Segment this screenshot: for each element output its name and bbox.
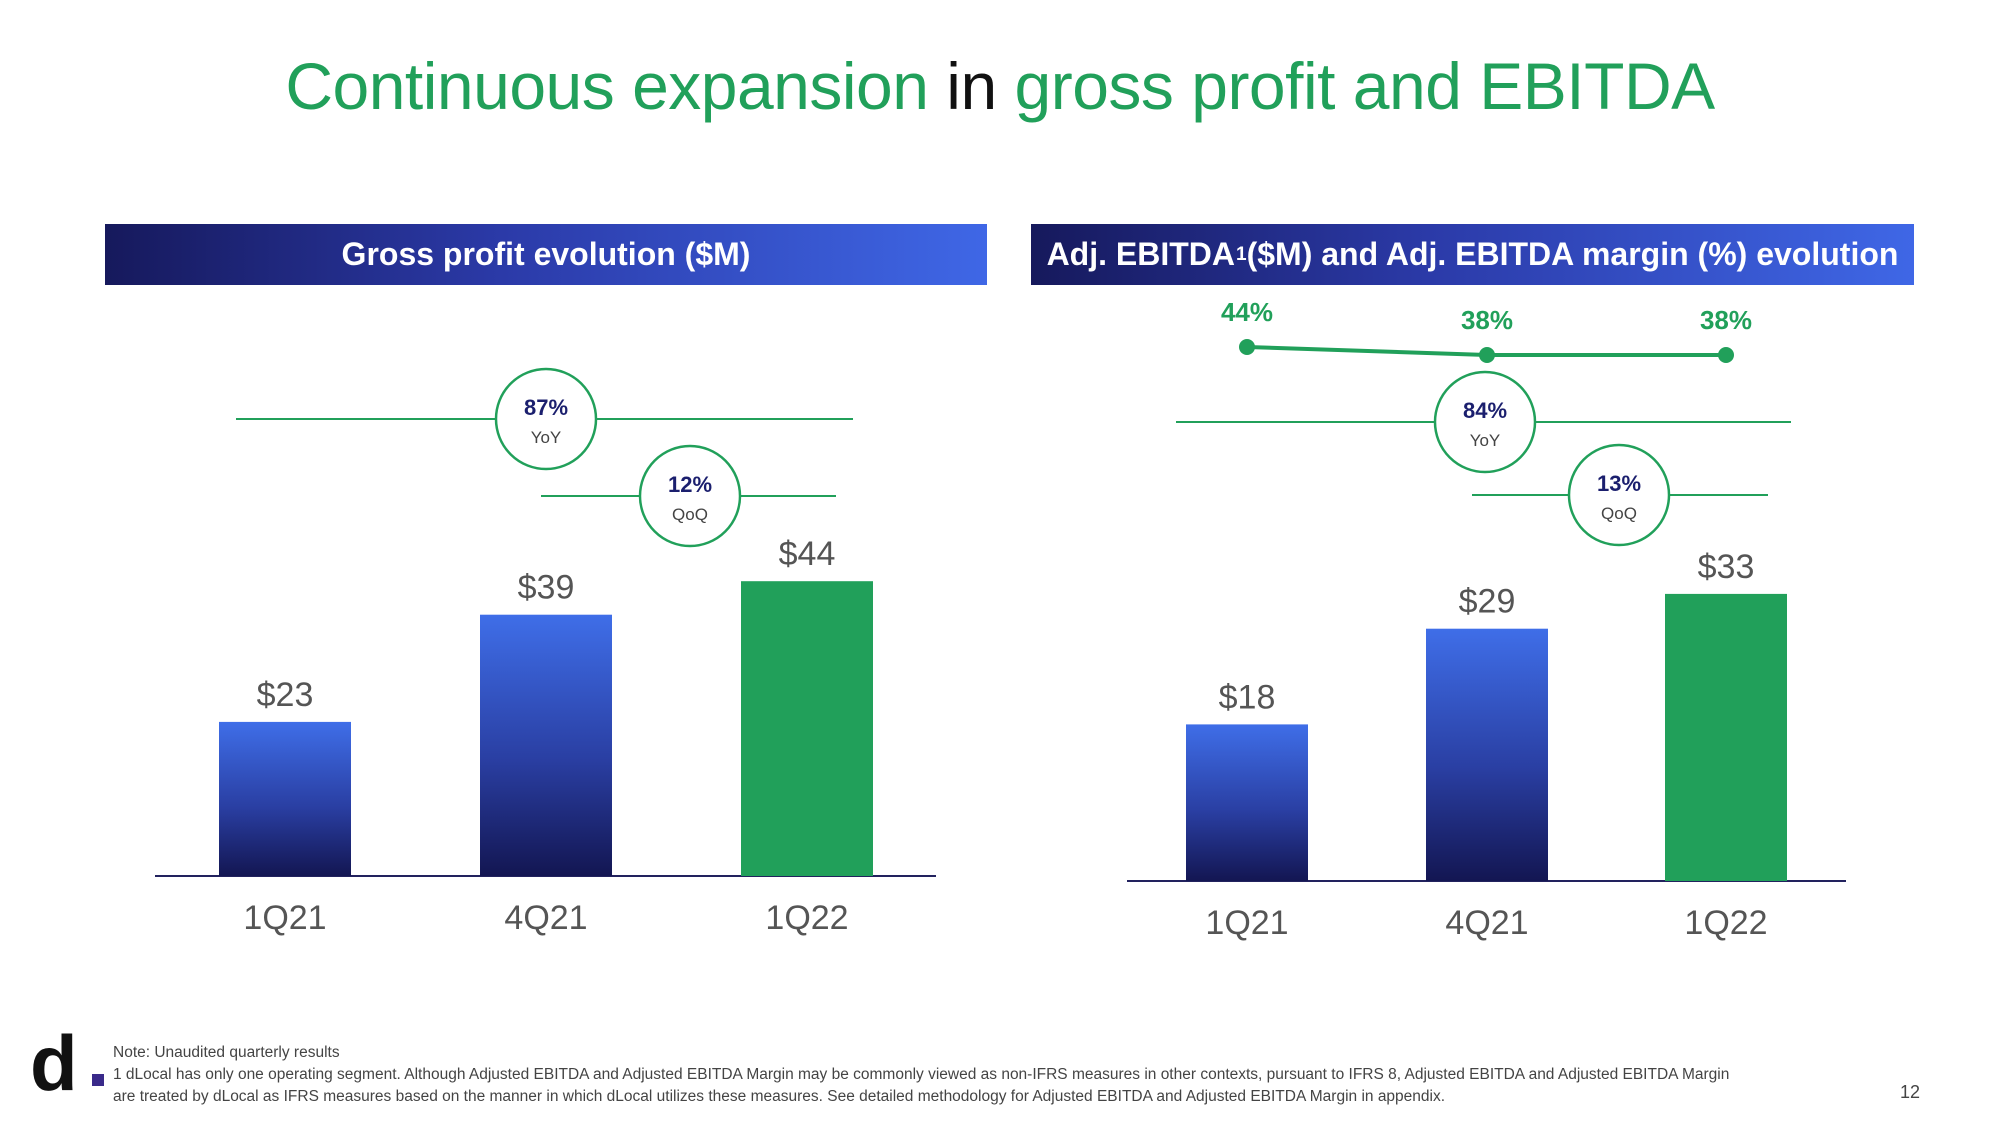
gp-value-label-4Q21: $39	[518, 569, 575, 607]
eb-yoy-label: YoY	[1470, 431, 1501, 450]
ebitda-header-main: Adj. EBITDA	[1046, 236, 1235, 272]
logo-dot	[92, 1074, 104, 1086]
gp-category-4Q21: 4Q21	[504, 899, 587, 937]
eb-category-1Q21: 1Q21	[1205, 904, 1288, 942]
eb-bar-1Q21	[1186, 724, 1308, 881]
gp-category-1Q22: 1Q22	[765, 899, 848, 937]
gp-yoy-label: YoY	[531, 428, 562, 447]
eb-category-4Q21: 4Q21	[1445, 904, 1528, 942]
gp-bar-4Q21	[480, 614, 612, 876]
footnote-1-line-2: are treated by dLocal as IFRS measures b…	[113, 1088, 1446, 1105]
margin-point-1Q21	[1239, 339, 1255, 355]
gp-yoy-value: 87%	[524, 395, 568, 420]
page-number: 12	[1900, 1082, 1921, 1102]
eb-category-1Q22: 1Q22	[1684, 904, 1767, 942]
eb-bar-4Q21	[1426, 628, 1548, 881]
gp-bar-1Q22	[741, 581, 873, 876]
margin-point-1Q22	[1718, 347, 1734, 363]
eb-yoy-value: 84%	[1463, 398, 1507, 423]
gp-value-label-1Q22: $44	[779, 535, 836, 573]
dlocal-logo: d	[30, 1019, 78, 1107]
margin-label-1Q22: 38%	[1700, 305, 1752, 335]
eb-qoq-value: 13%	[1597, 471, 1641, 496]
footnote-1-line-1: 1 dLocal has only one operating segment.…	[113, 1066, 1730, 1083]
gp-bar-1Q21	[219, 721, 351, 876]
eb-bar-1Q22	[1665, 593, 1787, 881]
gross-profit-header-text: Gross profit evolution ($M)	[341, 236, 751, 272]
ebitda-header-rest: ($M) and Adj. EBITDA margin (%) evolutio…	[1246, 236, 1899, 272]
gross-profit-header: Gross profit evolution ($M)	[105, 224, 987, 285]
footnotes: Note: Unaudited quarterly results 1 dLoc…	[113, 1042, 1893, 1108]
eb-value-label-1Q22: $33	[1698, 548, 1755, 586]
title-part-2: in	[928, 49, 1015, 123]
gp-category-1Q21: 1Q21	[243, 899, 326, 937]
eb-yoy-circle	[1433, 370, 1537, 474]
gp-qoq-circle	[638, 444, 742, 548]
title-part-1: Continuous expansion	[285, 49, 929, 123]
eb-qoq-label: QoQ	[1601, 504, 1637, 523]
margin-point-4Q21	[1479, 347, 1495, 363]
eb-value-label-4Q21: $29	[1459, 583, 1516, 621]
gp-qoq-value: 12%	[668, 472, 712, 497]
gp-yoy-circle	[494, 367, 598, 471]
eb-qoq-circle	[1567, 443, 1671, 547]
footnote-note: Note: Unaudited quarterly results	[113, 1044, 340, 1061]
page-title: Continuous expansion in gross profit and…	[0, 48, 2000, 124]
margin-label-1Q21: 44%	[1221, 297, 1273, 327]
eb-value-label-1Q21: $18	[1219, 678, 1276, 716]
gp-value-label-1Q21: $23	[257, 676, 314, 714]
gp-qoq-label: QoQ	[672, 505, 708, 524]
margin-label-4Q21: 38%	[1461, 305, 1513, 335]
ebitda-header-footnote: 1	[1236, 243, 1247, 265]
title-part-3: gross profit and EBITDA	[1014, 49, 1716, 123]
ebitda-header: Adj. EBITDA 1 ($M) and Adj. EBITDA margin…	[1031, 224, 1914, 285]
